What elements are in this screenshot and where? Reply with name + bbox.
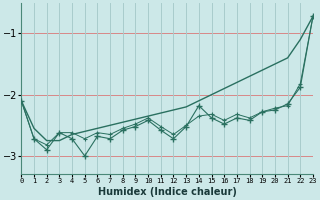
X-axis label: Humidex (Indice chaleur): Humidex (Indice chaleur) (98, 187, 236, 197)
